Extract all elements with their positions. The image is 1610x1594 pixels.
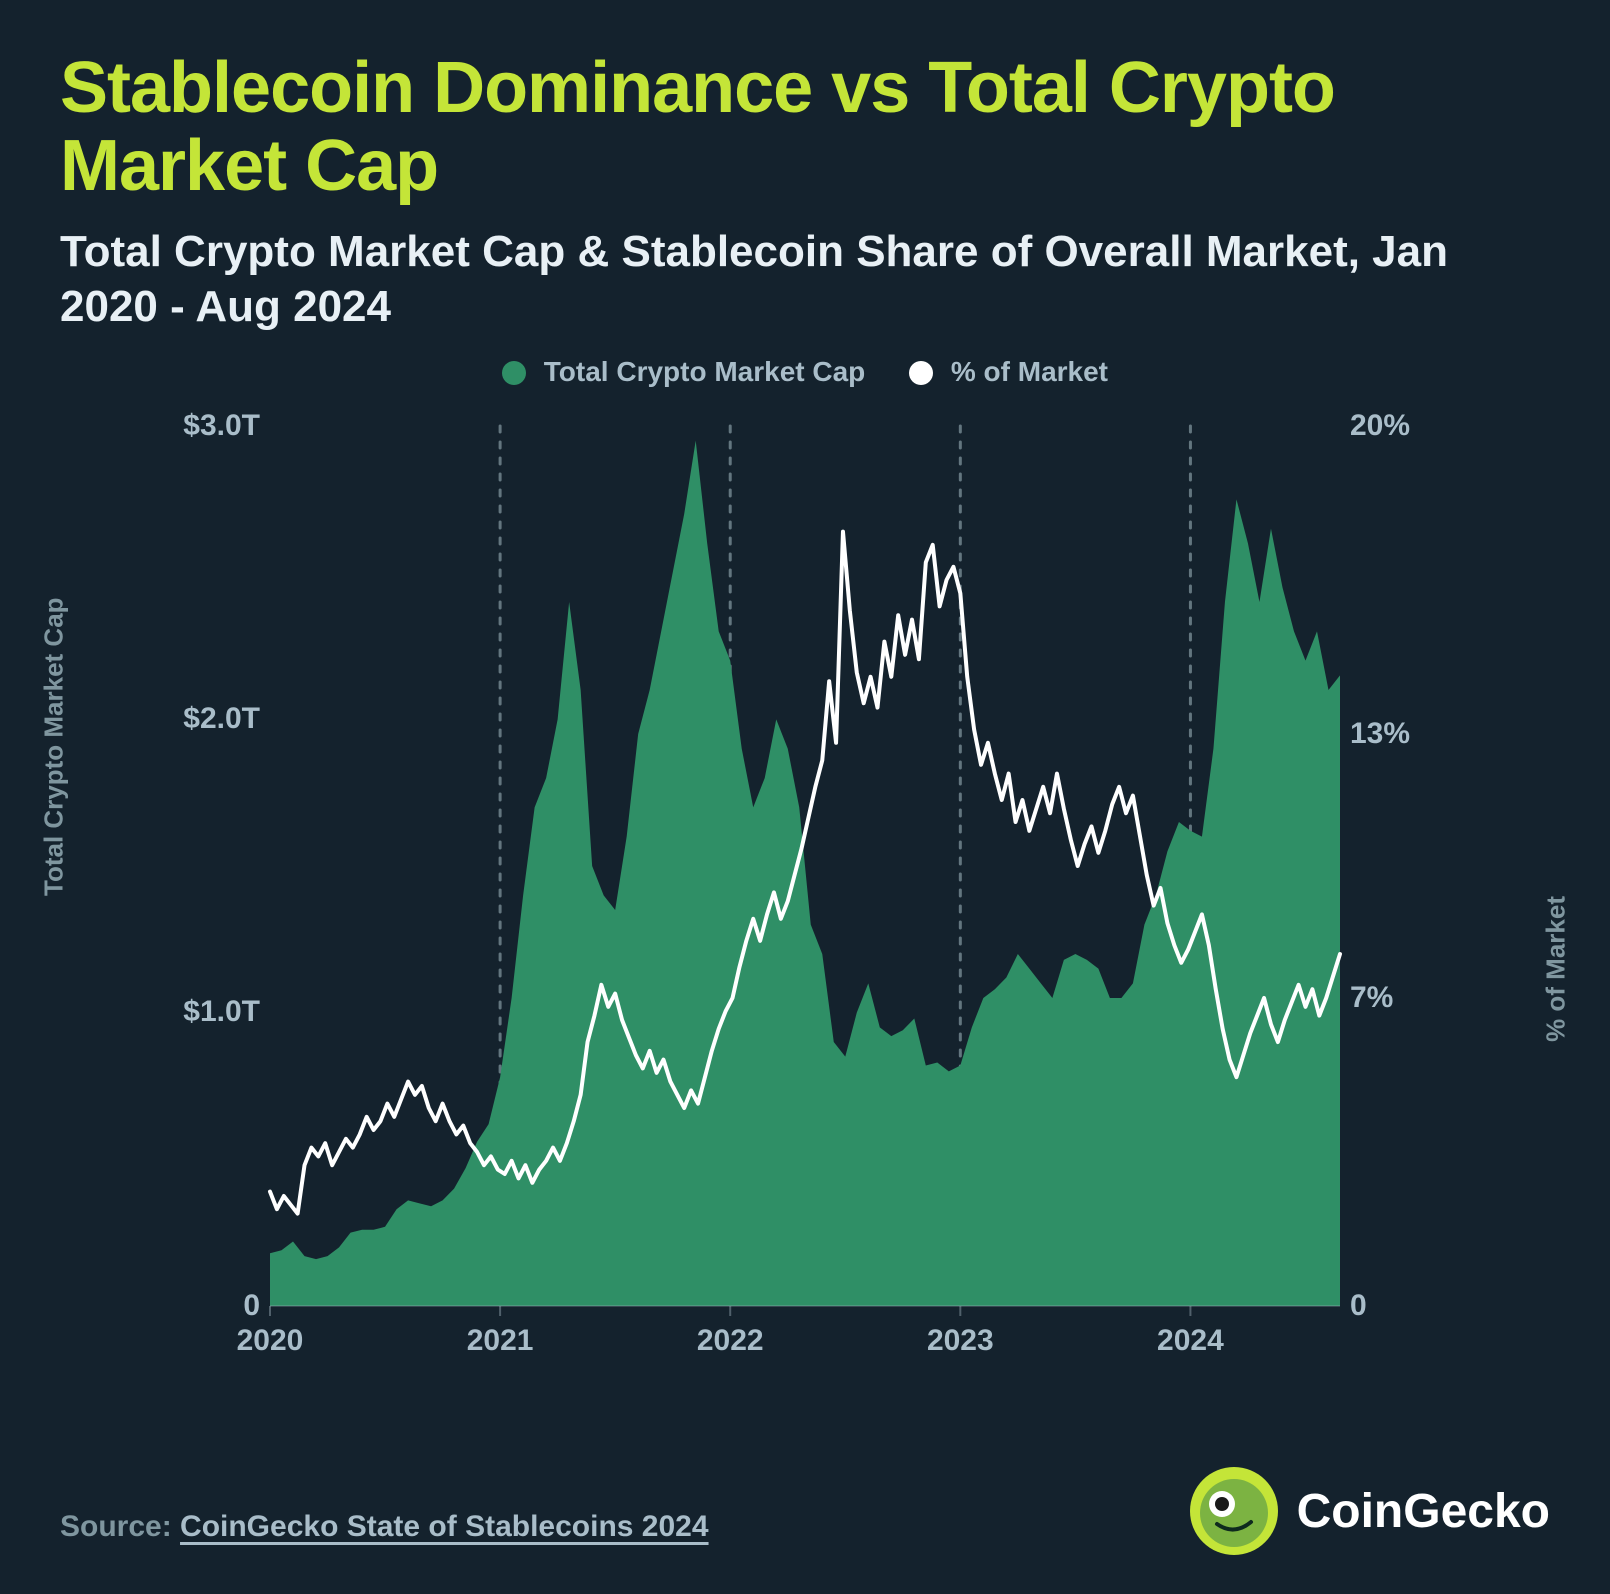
area-series-marketcap bbox=[270, 440, 1340, 1305]
chart-legend: Total Crypto Market Cap % of Market bbox=[60, 356, 1550, 388]
y-axis-left-label: Total Crypto Market Cap bbox=[39, 597, 70, 896]
chart-subtitle: Total Crypto Market Cap & Stablecoin Sha… bbox=[60, 224, 1550, 334]
chart-svg bbox=[60, 396, 1550, 1396]
legend-area-label: Total Crypto Market Cap bbox=[544, 356, 866, 387]
brand-name: CoinGecko bbox=[1297, 1484, 1550, 1539]
y-left-tick: $2.0T bbox=[150, 702, 260, 736]
y-right-tick: 7% bbox=[1350, 981, 1460, 1015]
source-footer: Source: CoinGecko State of Stablecoins 2… bbox=[60, 1510, 709, 1544]
legend-line-icon bbox=[909, 361, 933, 385]
source-label: Source: bbox=[60, 1510, 180, 1543]
x-tick: 2020 bbox=[237, 1324, 304, 1358]
x-tick: 2024 bbox=[1157, 1324, 1224, 1358]
y-right-tick: 20% bbox=[1350, 409, 1460, 443]
source-link[interactable]: CoinGecko State of Stablecoins 2024 bbox=[180, 1510, 709, 1543]
chart-plot: Total Crypto Market Cap % of Market 0$1.… bbox=[60, 396, 1550, 1396]
y-left-tick: $1.0T bbox=[150, 995, 260, 1029]
y-right-tick: 0 bbox=[1350, 1289, 1460, 1323]
y-right-tick: 13% bbox=[1350, 717, 1460, 751]
x-tick: 2023 bbox=[927, 1324, 994, 1358]
legend-line-label: % of Market bbox=[951, 356, 1108, 387]
x-tick: 2022 bbox=[697, 1324, 764, 1358]
brand-block: CoinGecko bbox=[1189, 1466, 1550, 1556]
y-axis-right-label: % of Market bbox=[1541, 896, 1572, 1042]
brand-logo-icon bbox=[1189, 1466, 1279, 1556]
chart-title: Stablecoin Dominance vs Total Crypto Mar… bbox=[60, 50, 1550, 206]
y-left-tick: $3.0T bbox=[150, 409, 260, 443]
y-left-tick: 0 bbox=[150, 1289, 260, 1323]
legend-area-icon bbox=[502, 361, 526, 385]
x-tick: 2021 bbox=[467, 1324, 534, 1358]
